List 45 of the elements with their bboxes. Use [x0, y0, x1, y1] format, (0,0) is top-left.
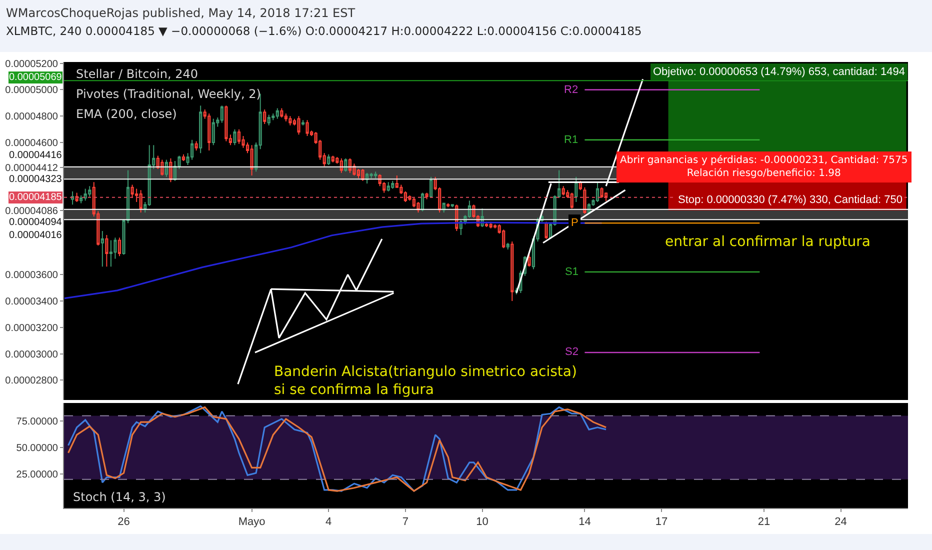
- annotation: Abrir ganancias y pérdidas: -0.00000231, Cantidad: 7575 Relación riesgo/beneficio: 1.98: [620, 155, 908, 179]
- x-tick-label: 26: [118, 516, 130, 528]
- x-tick-label: 4: [326, 516, 332, 528]
- band-label: Stop: 0.00000330 (7.47%) 330, Cantidad: 750: [678, 194, 902, 206]
- y-tick-label: 0.00002800: [5, 376, 58, 387]
- x-tick-label: Mayo: [238, 516, 266, 528]
- y-tick-label: 0.00004412: [5, 162, 58, 174]
- ref-line-label: 0.00004094: [9, 217, 62, 228]
- ref-line-label: 0.00004185: [9, 192, 62, 203]
- x-tick-label: 7: [402, 516, 409, 528]
- y-tick-label: 25.00000: [16, 470, 58, 481]
- annotation: EMA (200, close): [76, 107, 177, 121]
- ref-line-label: 0.00005069: [9, 72, 62, 83]
- y-tick-label: 0.00004600: [5, 138, 58, 150]
- y-tick-label: 0.00003200: [5, 322, 58, 334]
- ref-line-label: 0.00004323: [9, 174, 62, 185]
- annotation: entrar al confirmar la ruptura: [665, 234, 870, 250]
- ref-line-label: 0.00004416: [9, 150, 62, 161]
- annotation: Stellar / Bitcoin, 240: [76, 67, 198, 81]
- x-tick-label: 10: [476, 516, 488, 528]
- y-tick-label: 75.00000: [16, 416, 58, 428]
- band-label: Objetivo: 0.00000653 (14.79%) 653, cantidad: 1494: [653, 66, 905, 78]
- y-tick-label: 0.00004800: [5, 112, 58, 123]
- x-tick-label: 14: [578, 516, 591, 528]
- series-label: R2: [564, 84, 578, 96]
- ref-line-label: 0.00004016: [9, 230, 62, 241]
- series-label: R1: [564, 134, 578, 146]
- y-tick-label: 50.00000: [16, 443, 58, 454]
- x-tick-label: 24: [834, 516, 847, 528]
- annotation: Pivotes (Traditional, Weekly, 2): [76, 87, 261, 101]
- y-tick-label: 0.00003000: [5, 349, 58, 360]
- series-label: S2: [565, 346, 578, 358]
- x-tick-label: 17: [655, 516, 668, 528]
- x-tick-label: 21: [758, 516, 770, 528]
- y-tick-label: 0.00004086: [5, 206, 58, 217]
- series-label: P: [571, 217, 578, 229]
- chart-subtitle: XLMBTC, 240 0.00004185 ▼ −0.00000068 (−1.6%) O:0.00004217 H:0.00004222 L:0.00004156 C:0.00004185: [6, 23, 643, 40]
- y-tick-label: 0.00003600: [5, 270, 58, 282]
- chart-title: WMarcosChoqueRojas published, May 14, 2018 17:21 EST: [6, 5, 356, 22]
- y-tick-label: 0.00005200: [5, 58, 58, 70]
- y-tick-label: 0.00003400: [5, 296, 58, 308]
- series-label: S1: [565, 266, 578, 278]
- annotation: Banderin Alcista(triangulo simetrico acista) si se confirma la figura: [274, 364, 577, 398]
- text: Stoch (14, 3, 3): [73, 490, 166, 504]
- y-tick-label: 0.00005000: [5, 85, 58, 96]
